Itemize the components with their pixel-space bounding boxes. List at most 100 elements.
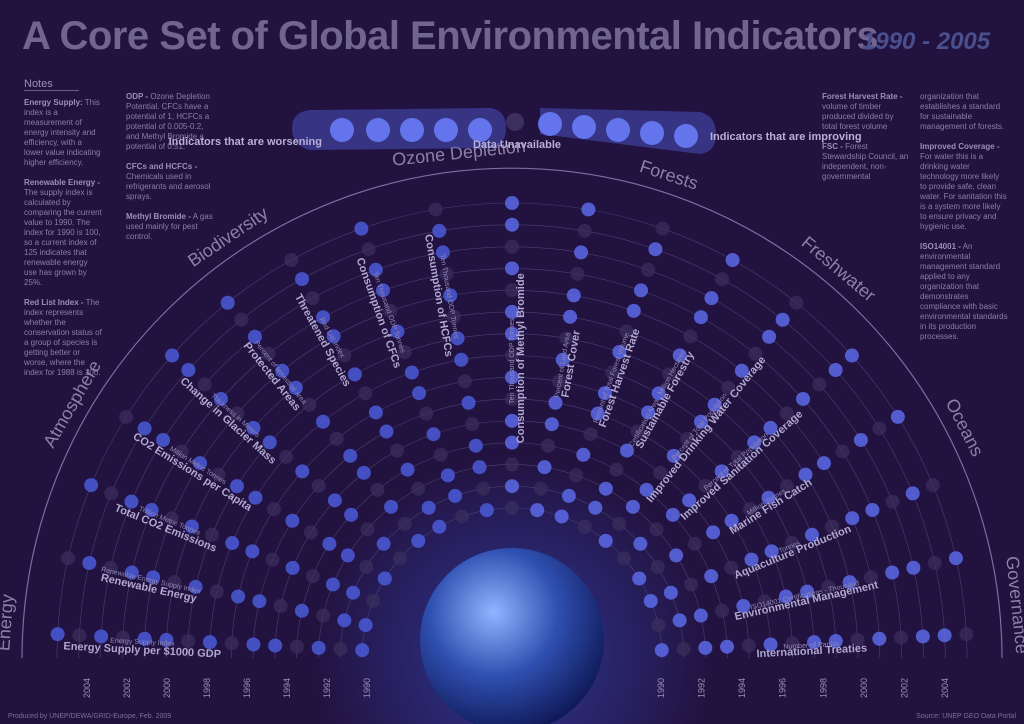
indicator-dot	[693, 414, 708, 429]
indicator-dot	[209, 584, 224, 599]
year-label: 2000	[859, 678, 869, 698]
indicator-dot	[505, 392, 519, 407]
indicator-dot	[383, 303, 398, 318]
indicator-dot	[316, 608, 331, 623]
indicator-dot	[397, 516, 412, 531]
note-text: This index is a measurement of energy in…	[24, 98, 101, 167]
indicator-name: Total CO2 Emissions	[113, 502, 219, 555]
indicator-dot	[748, 346, 763, 361]
indicator-dot	[137, 631, 152, 646]
note-text: volume of timber produced divided by tot…	[822, 102, 894, 131]
category: Forests	[637, 156, 700, 194]
indicator-dot	[626, 303, 641, 318]
indicator-dot	[370, 482, 385, 497]
indicator-dot	[327, 493, 342, 508]
indicator-dot	[612, 516, 627, 531]
indicator-dot	[605, 365, 620, 380]
category: Atmosphere	[39, 357, 105, 451]
indicator-dot	[505, 304, 519, 319]
indicator-dot	[630, 424, 645, 439]
indicator-dot	[337, 613, 352, 628]
category: Governance	[1002, 555, 1024, 655]
footer-left: Produced by UNEP/DEWA/GRID-Europe, Feb. …	[8, 713, 172, 720]
indicator-dot	[925, 478, 940, 493]
indicator-dot	[598, 533, 613, 548]
indicator-dot	[433, 447, 448, 462]
indicator-dot	[119, 409, 134, 424]
indicator-dot	[231, 589, 246, 604]
indicator-dot	[390, 324, 405, 339]
indicator-dot	[181, 634, 196, 649]
year-label: 1998	[202, 678, 212, 698]
note-text: Chemicals used in refrigerants and aeros…	[126, 172, 211, 201]
indicator-dot	[268, 638, 283, 653]
indicator-dot	[555, 352, 570, 367]
note-term: Improved Coverage -	[920, 142, 1000, 151]
year-label: 2002	[899, 678, 909, 698]
indicator-dot	[265, 552, 280, 567]
indicator-dot	[736, 598, 751, 613]
indicator-dot	[360, 522, 375, 537]
indicator-dot	[454, 352, 469, 367]
note: organization that establishes a standard…	[920, 92, 1008, 132]
indicator-dot	[835, 444, 850, 459]
indicator-dot	[937, 628, 952, 643]
indicator-dot	[693, 608, 708, 623]
year-label: 1998	[818, 678, 828, 698]
indicator-dot	[533, 481, 548, 496]
indicator-dot	[400, 462, 415, 477]
indicator-dot	[285, 560, 300, 575]
indicator-dot	[650, 559, 665, 574]
legend-dot	[572, 115, 596, 139]
indicator-dot	[704, 291, 719, 306]
legend-dot	[538, 112, 562, 136]
indicator-dot	[165, 348, 180, 363]
indicator-dot	[421, 500, 436, 515]
indicator-dot	[828, 363, 843, 378]
legend-dot	[400, 118, 424, 142]
indicator-dot	[676, 642, 691, 657]
indicator-dot	[476, 481, 491, 496]
note: CFCs and HCFCs - Chemicals used in refri…	[126, 162, 216, 202]
indicator-dot	[757, 594, 772, 609]
indicator-dot	[845, 511, 860, 526]
indicator-dot	[316, 414, 331, 429]
indicator-dot	[505, 479, 519, 494]
indicator-dot	[262, 435, 277, 450]
indicator-dot	[505, 326, 519, 341]
indicator-dot	[137, 421, 152, 436]
indicator-dot	[653, 465, 668, 480]
indicator-dot	[311, 640, 326, 655]
legend-dot	[640, 121, 664, 145]
note: ISO14001 - An environmental management s…	[920, 242, 1008, 342]
indicator-dot	[577, 519, 592, 534]
indicator-dot	[368, 262, 383, 277]
indicator-dot	[289, 639, 304, 654]
indicator-dot	[597, 386, 612, 401]
indicator-dot	[720, 639, 735, 654]
indicator-dot	[205, 527, 220, 542]
indicator-dot	[641, 405, 656, 420]
year-label: 2004	[82, 678, 92, 698]
indicator-dot	[184, 519, 199, 534]
indicator-dot	[94, 629, 109, 644]
notes-heading: Notes	[24, 78, 79, 91]
indicator-dot	[544, 417, 559, 432]
notes-column: organization that establishes a standard…	[920, 92, 1008, 352]
indicator-dot	[784, 536, 799, 551]
note-text: An environmental management standard app…	[920, 242, 1008, 341]
year-label: 1992	[697, 678, 707, 698]
indicator-dot	[211, 467, 226, 482]
indicator-dot	[234, 312, 249, 327]
indicator-dot	[376, 536, 391, 551]
indicator-dot	[885, 565, 900, 580]
indicator-dot	[450, 331, 465, 346]
indicator-dot	[649, 522, 664, 537]
indicator-dot	[443, 288, 458, 303]
indicator-dot	[821, 579, 836, 594]
legend-dot	[506, 113, 524, 131]
indicator-dot	[181, 363, 196, 378]
indicator-dot	[302, 397, 317, 412]
indicator-dot	[948, 551, 963, 566]
indicator-dot	[807, 635, 822, 650]
